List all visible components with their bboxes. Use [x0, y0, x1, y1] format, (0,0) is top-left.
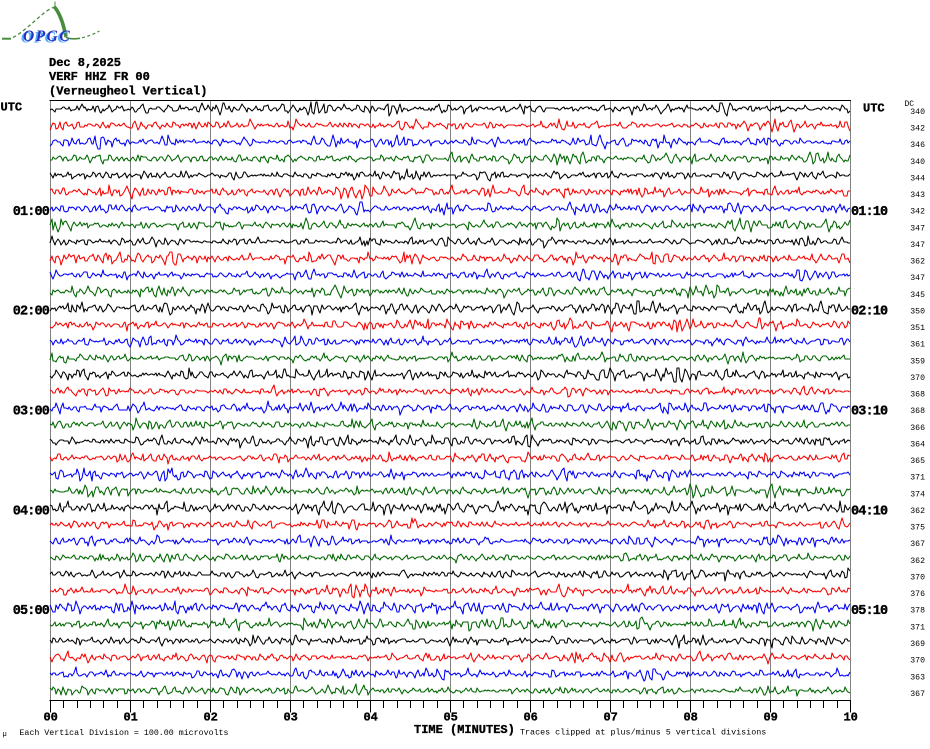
svg-text:340: 340 — [910, 108, 925, 117]
svg-text:05:10: 05:10 — [851, 604, 888, 619]
svg-text:368: 368 — [910, 407, 925, 416]
svg-text:UTC: UTC — [863, 102, 885, 116]
svg-text:06: 06 — [523, 711, 537, 725]
svg-text:07: 07 — [603, 711, 617, 725]
svg-text:374: 374 — [910, 490, 925, 499]
svg-text:02: 02 — [203, 711, 217, 725]
svg-text:TIME (MINUTES): TIME (MINUTES) — [414, 723, 515, 737]
svg-text:Each Vertical Division = 100.: Each Vertical Division = 100.00 microvol… — [19, 728, 228, 738]
svg-text:VERF HHZ FR 00: VERF HHZ FR 00 — [49, 70, 150, 84]
svg-text:03:00: 03:00 — [13, 405, 50, 420]
svg-text:04:10: 04:10 — [851, 504, 888, 519]
svg-text:370: 370 — [910, 657, 925, 666]
svg-text:02:00: 02:00 — [13, 305, 50, 320]
svg-text:Traces clipped at plus/minus 5: Traces clipped at plus/minus 5 vertical … — [520, 728, 766, 738]
svg-text:371: 371 — [910, 623, 925, 632]
svg-text:342: 342 — [910, 208, 925, 217]
svg-text:05: 05 — [443, 711, 457, 725]
svg-text:342: 342 — [910, 125, 925, 134]
svg-text:02:10: 02:10 — [851, 305, 888, 320]
svg-text:343: 343 — [910, 191, 925, 200]
svg-text:08: 08 — [683, 711, 697, 725]
svg-text:375: 375 — [910, 524, 925, 533]
svg-text:04: 04 — [363, 711, 377, 725]
svg-text:01: 01 — [123, 711, 137, 725]
svg-text:359: 359 — [910, 357, 925, 366]
svg-text:362: 362 — [910, 258, 925, 267]
svg-text:OPGC: OPGC — [23, 28, 71, 45]
svg-text:370: 370 — [910, 374, 925, 383]
svg-text:368: 368 — [910, 391, 925, 400]
svg-text:366: 366 — [910, 424, 925, 433]
svg-text:345: 345 — [910, 291, 925, 300]
svg-text:344: 344 — [910, 174, 925, 183]
svg-text:364: 364 — [910, 440, 925, 449]
svg-text:351: 351 — [910, 324, 925, 333]
svg-text:Dec 8,2025: Dec 8,2025 — [49, 56, 121, 70]
svg-text:347: 347 — [910, 241, 925, 250]
svg-text:376: 376 — [910, 590, 925, 599]
svg-text:05:00: 05:00 — [13, 604, 50, 619]
svg-text:347: 347 — [910, 274, 925, 283]
svg-text:378: 378 — [910, 607, 925, 616]
svg-text:01:10: 01:10 — [851, 205, 888, 220]
svg-text:361: 361 — [910, 341, 925, 350]
svg-text:09: 09 — [763, 711, 777, 725]
svg-text:346: 346 — [910, 141, 925, 150]
svg-text:370: 370 — [910, 573, 925, 582]
svg-text:369: 369 — [910, 640, 925, 649]
svg-text:347: 347 — [910, 224, 925, 233]
svg-text:00: 00 — [43, 711, 57, 725]
svg-text:01:00: 01:00 — [13, 205, 50, 220]
svg-text:340: 340 — [910, 158, 925, 167]
svg-text:DC: DC — [905, 100, 915, 109]
svg-text:µ: µ — [3, 731, 7, 739]
svg-text:363: 363 — [910, 673, 925, 682]
svg-text:367: 367 — [910, 690, 925, 699]
svg-text:(Verneugheol Vertical): (Verneugheol Vertical) — [49, 85, 207, 99]
svg-text:362: 362 — [910, 507, 925, 516]
svg-text:371: 371 — [910, 474, 925, 483]
svg-text:04:00: 04:00 — [13, 504, 50, 519]
svg-text:OPGC: OPGC — [21, 30, 69, 47]
svg-text:03: 03 — [283, 711, 297, 725]
svg-text:367: 367 — [910, 540, 925, 549]
svg-text:10: 10 — [843, 711, 857, 725]
svg-text:03:10: 03:10 — [851, 405, 888, 420]
svg-text:UTC: UTC — [1, 101, 23, 115]
svg-text:365: 365 — [910, 457, 925, 466]
svg-text:362: 362 — [910, 557, 925, 566]
svg-text:350: 350 — [910, 307, 925, 316]
